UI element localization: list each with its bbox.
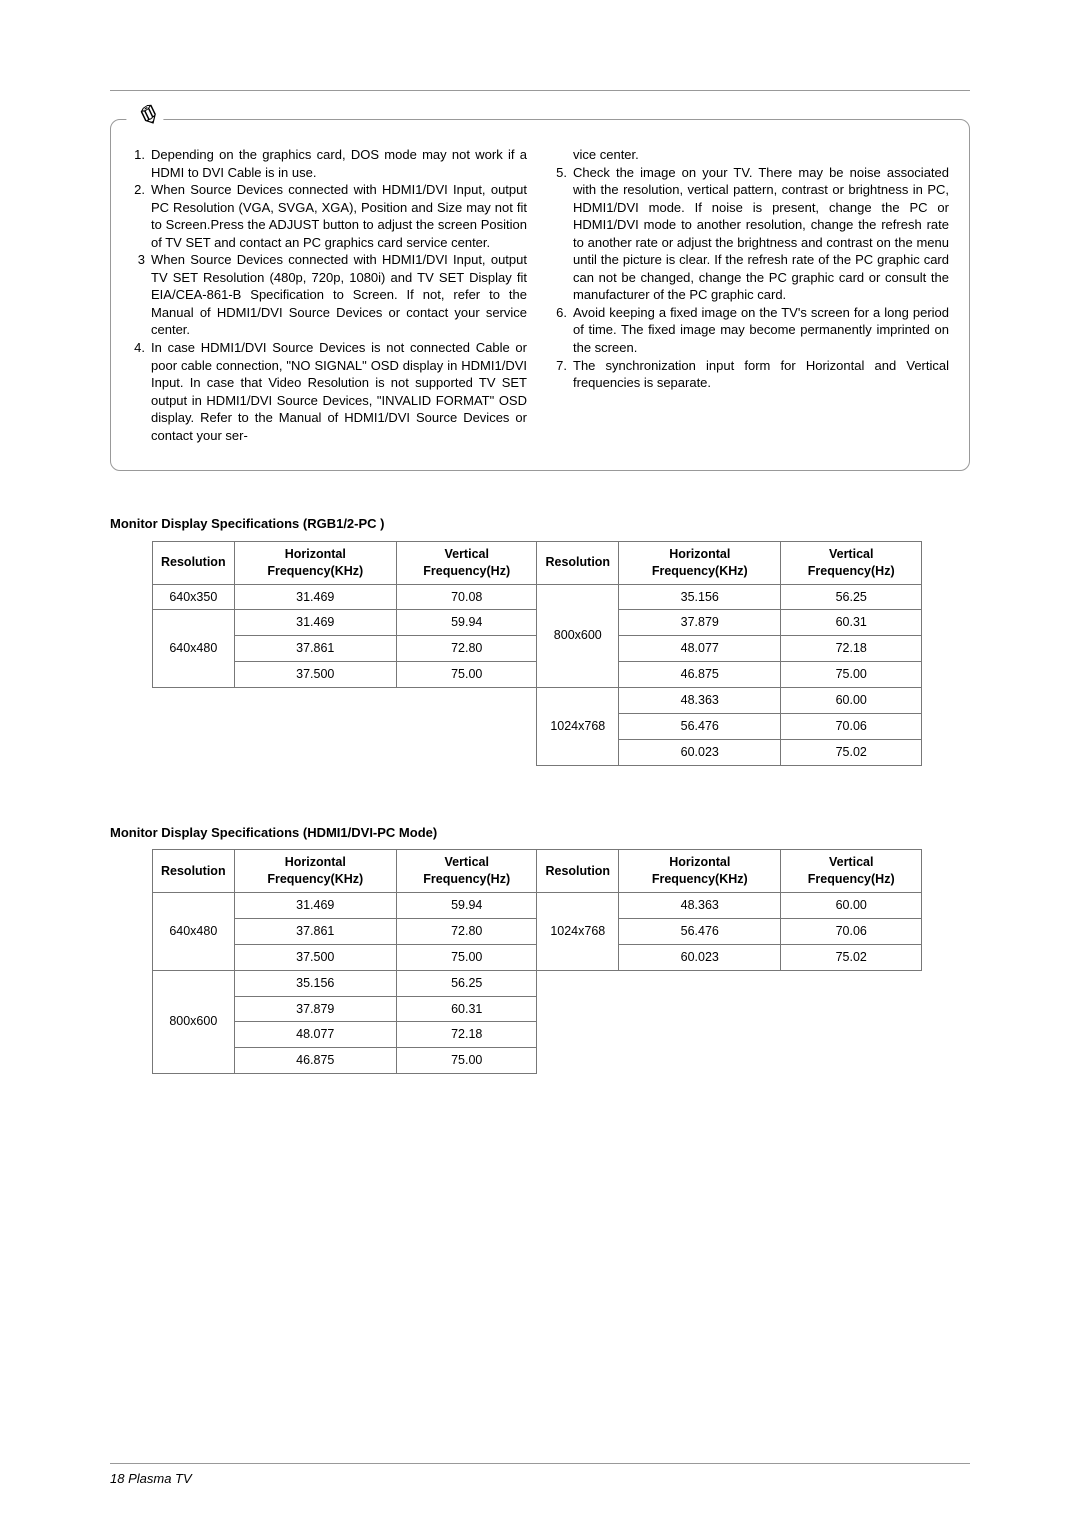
- cell: 70.08: [396, 584, 537, 610]
- cell: 60.31: [781, 610, 922, 636]
- note-number: 2.: [131, 181, 151, 251]
- note-text: Depending on the graphics card, DOS mode…: [151, 146, 527, 181]
- cell: 56.25: [396, 970, 537, 996]
- note-item: 6.Avoid keeping a fixed image on the TV'…: [553, 304, 949, 357]
- th-hf: Horizontal Frequency(KHz): [234, 850, 396, 893]
- note-text: When Source Devices connected with HDMI1…: [151, 251, 527, 339]
- cell: 48.363: [619, 688, 781, 714]
- cell: 1024x768: [537, 688, 619, 766]
- cell: 60.023: [619, 739, 781, 765]
- cell: 75.00: [396, 1048, 537, 1074]
- cell: 72.18: [396, 1022, 537, 1048]
- th-vf: Vertical Frequency(Hz): [396, 850, 537, 893]
- pencil-icon: ✎: [122, 97, 170, 138]
- cell: 72.80: [396, 918, 537, 944]
- th-res: Resolution: [537, 541, 619, 584]
- note-item: 3When Source Devices connected with HDMI…: [131, 251, 527, 339]
- cell: 46.875: [619, 662, 781, 688]
- cell: 72.80: [396, 636, 537, 662]
- notes-left-col: 1.Depending on the graphics card, DOS mo…: [131, 146, 527, 444]
- cell: 75.02: [781, 944, 922, 970]
- notes-box: ✎ 1.Depending on the graphics card, DOS …: [110, 119, 970, 471]
- cell: 70.06: [781, 713, 922, 739]
- cell: 37.500: [234, 944, 396, 970]
- note-number: [553, 146, 573, 164]
- note-item: 4.In case HDMI1/DVI Source Devices is no…: [131, 339, 527, 444]
- cell: 75.02: [781, 739, 922, 765]
- spec-table-2: Resolution Horizontal Frequency(KHz) Ver…: [152, 849, 922, 1074]
- th-vf: Vertical Frequency(Hz): [781, 541, 922, 584]
- note-number: 5.: [553, 164, 573, 304]
- top-divider: [110, 90, 970, 91]
- cell: 59.94: [396, 610, 537, 636]
- note-item: 1.Depending on the graphics card, DOS mo…: [131, 146, 527, 181]
- note-number: 4.: [131, 339, 151, 444]
- th-vf: Vertical Frequency(Hz): [396, 541, 537, 584]
- cell: 37.500: [234, 662, 396, 688]
- cell: 75.00: [396, 944, 537, 970]
- th-res: Resolution: [537, 850, 619, 893]
- cell: 800x600: [537, 584, 619, 688]
- cell: 72.18: [781, 636, 922, 662]
- cell: 35.156: [619, 584, 781, 610]
- spec-table-1: Resolution Horizontal Frequency(KHz) Ver…: [152, 541, 922, 766]
- note-item: 2.When Source Devices connected with HDM…: [131, 181, 527, 251]
- note-number: 1.: [131, 146, 151, 181]
- cell: 37.879: [619, 610, 781, 636]
- cell: 31.469: [234, 893, 396, 919]
- cell: 70.06: [781, 918, 922, 944]
- cell: 640x480: [153, 893, 235, 971]
- section2-title: Monitor Display Specifications (HDMI1/DV…: [110, 824, 970, 842]
- th-res: Resolution: [153, 541, 235, 584]
- note-text: vice center.: [573, 146, 949, 164]
- cell: 60.00: [781, 893, 922, 919]
- note-text: Avoid keeping a fixed image on the TV's …: [573, 304, 949, 357]
- cell: 56.25: [781, 584, 922, 610]
- section1-title: Monitor Display Specifications (RGB1/2-P…: [110, 515, 970, 533]
- note-text: When Source Devices connected with HDMI1…: [151, 181, 527, 251]
- cell: 48.077: [619, 636, 781, 662]
- cell: 56.476: [619, 918, 781, 944]
- note-text: The synchronization input form for Horiz…: [573, 357, 949, 392]
- note-number: 6.: [553, 304, 573, 357]
- footer-text: 18 Plasma TV: [110, 1463, 970, 1488]
- cell: 31.469: [234, 584, 396, 610]
- cell: 60.31: [396, 996, 537, 1022]
- cell: 640x480: [153, 610, 235, 688]
- th-vf: Vertical Frequency(Hz): [781, 850, 922, 893]
- notes-columns: 1.Depending on the graphics card, DOS mo…: [131, 146, 949, 444]
- note-number: 7.: [553, 357, 573, 392]
- note-item: 7.The synchronization input form for Hor…: [553, 357, 949, 392]
- cell: 35.156: [234, 970, 396, 996]
- cell: 59.94: [396, 893, 537, 919]
- cell: 46.875: [234, 1048, 396, 1074]
- cell: 75.00: [781, 662, 922, 688]
- cell: 37.861: [234, 918, 396, 944]
- note-number: 3: [131, 251, 151, 339]
- th-res: Resolution: [153, 850, 235, 893]
- cell: 37.861: [234, 636, 396, 662]
- page-footer: 18 Plasma TV: [110, 1463, 970, 1488]
- cell: 48.363: [619, 893, 781, 919]
- cell: 1024x768: [537, 893, 619, 971]
- cell: 640x350: [153, 584, 235, 610]
- cell: 60.023: [619, 944, 781, 970]
- cell: 31.469: [234, 610, 396, 636]
- note-text: In case HDMI1/DVI Source Devices is not …: [151, 339, 527, 444]
- note-text: Check the image on your TV. There may be…: [573, 164, 949, 304]
- cell: 800x600: [153, 970, 235, 1074]
- cell: 75.00: [396, 662, 537, 688]
- th-hf: Horizontal Frequency(KHz): [619, 850, 781, 893]
- note-item: 5.Check the image on your TV. There may …: [553, 164, 949, 304]
- notes-right-col: vice center.5.Check the image on your TV…: [553, 146, 949, 444]
- cell: 37.879: [234, 996, 396, 1022]
- th-hf: Horizontal Frequency(KHz): [619, 541, 781, 584]
- th-hf: Horizontal Frequency(KHz): [234, 541, 396, 584]
- cell: 56.476: [619, 713, 781, 739]
- note-item: vice center.: [553, 146, 949, 164]
- cell: 60.00: [781, 688, 922, 714]
- cell: 48.077: [234, 1022, 396, 1048]
